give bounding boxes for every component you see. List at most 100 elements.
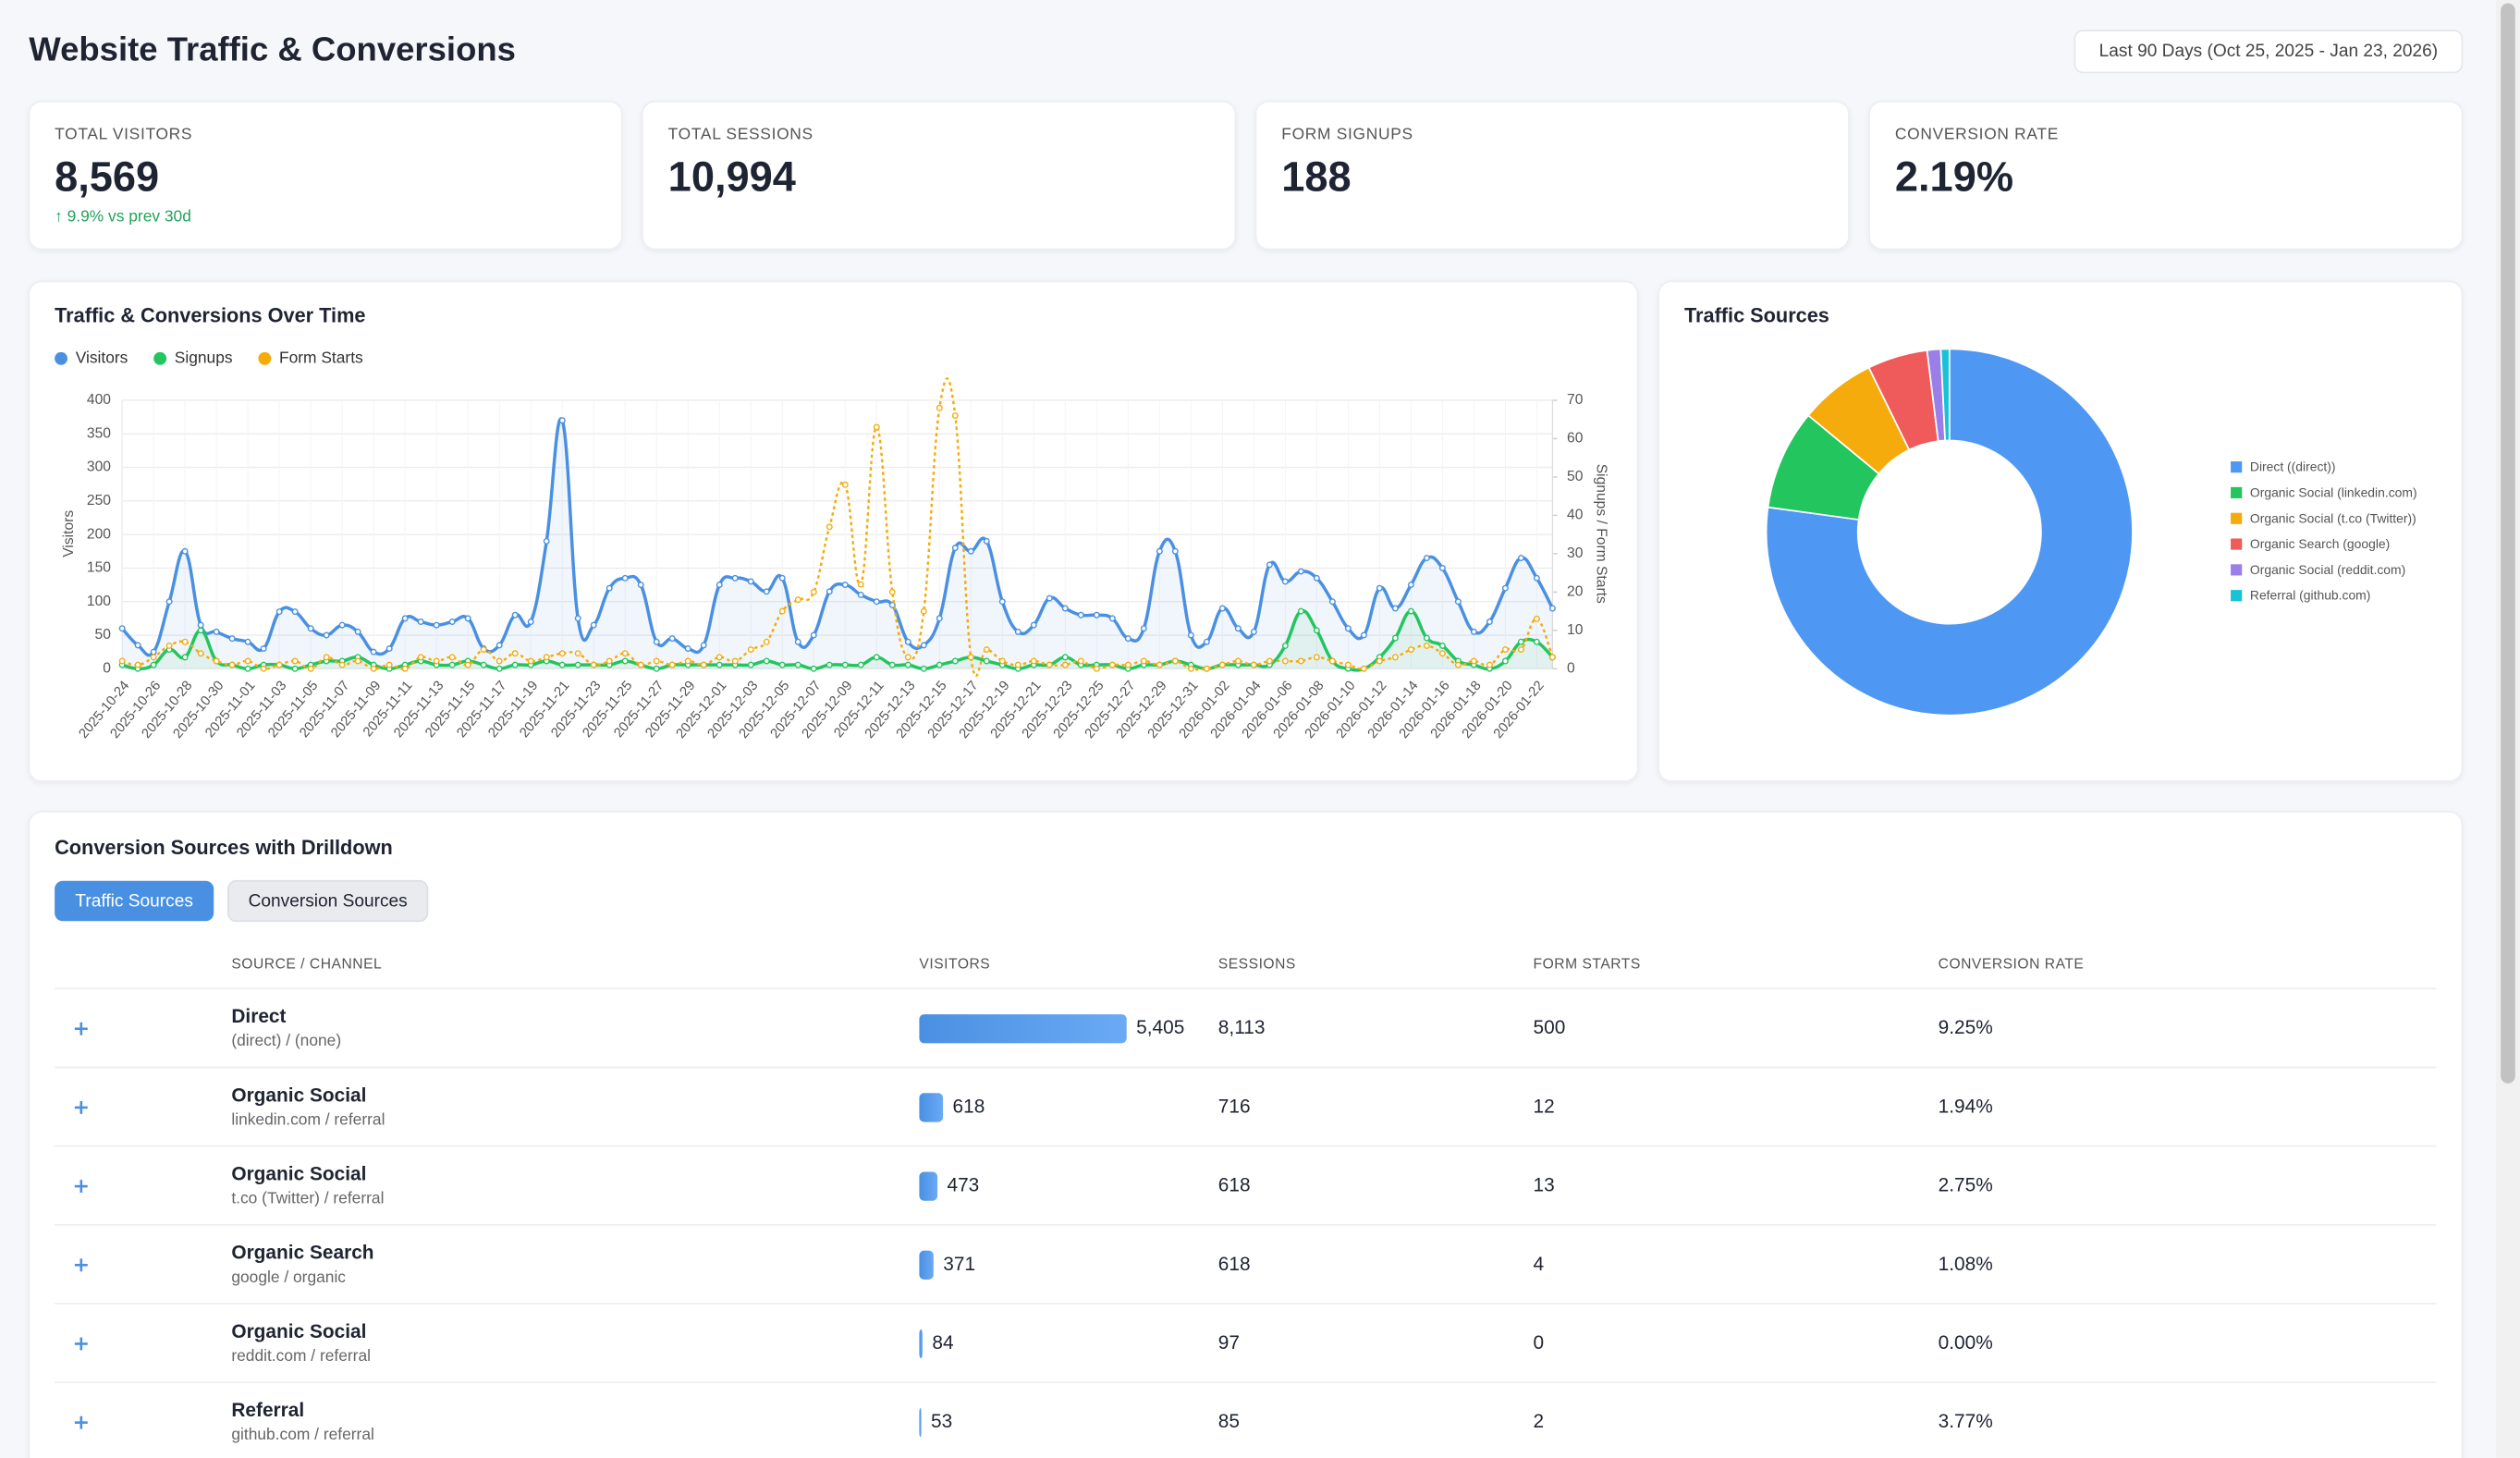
scrollbar-thumb[interactable]	[2501, 4, 2515, 1084]
legend-label[interactable]: Organic Search (google)	[2250, 536, 2390, 551]
data-point	[418, 655, 423, 660]
data-point	[1409, 647, 1414, 653]
legend-label[interactable]: Form Starts	[279, 348, 363, 366]
data-point	[638, 662, 643, 668]
data-point	[496, 667, 502, 672]
data-point	[1346, 626, 1352, 631]
data-point	[261, 646, 266, 652]
legend-label[interactable]: Organic Social (linkedin.com)	[2250, 484, 2417, 499]
legend-label[interactable]: Signups	[175, 348, 233, 366]
kpi-value: 10,994	[668, 153, 796, 201]
data-point	[1189, 667, 1194, 672]
chart-title: Traffic Sources	[1684, 303, 1829, 326]
source-name: Referral	[231, 1400, 304, 1421]
legend-label[interactable]: Visitors	[76, 348, 128, 366]
data-point	[512, 612, 518, 618]
table-title: Conversion Sources with Drilldown	[55, 836, 393, 859]
kpi-label: TOTAL SESSIONS	[668, 125, 813, 143]
data-point	[1393, 655, 1399, 660]
data-point	[214, 630, 219, 635]
data-point	[606, 585, 612, 591]
date-range[interactable]: Last 90 Days (Oct 25, 2025 - Jan 23, 202…	[2099, 42, 2438, 61]
kpi-label: CONVERSION RATE	[1895, 125, 2059, 143]
visitors-bar	[919, 1251, 933, 1280]
data-point	[449, 662, 455, 668]
data-point	[1283, 643, 1289, 649]
legend-label[interactable]: Organic Social (t.co (Twitter))	[2250, 510, 2416, 525]
source-name: Organic Search	[231, 1243, 373, 1264]
data-point	[1000, 599, 1006, 605]
data-point	[1315, 628, 1320, 633]
conversion-rate: 0.00%	[1939, 1332, 1993, 1354]
y2-tick-label: 0	[1567, 660, 1575, 676]
data-point	[1079, 658, 1084, 664]
y-tick-label: 300	[87, 459, 111, 475]
data-point	[449, 619, 455, 625]
tab-label[interactable]: Conversion Sources	[249, 891, 408, 911]
data-point	[214, 658, 219, 664]
sessions: 618	[1218, 1175, 1251, 1196]
data-point	[1142, 658, 1147, 664]
source-name: Organic Social	[231, 1084, 366, 1106]
data-point	[1063, 662, 1069, 668]
y-tick-label: 50	[95, 627, 112, 643]
kpi-label: TOTAL VISITORS	[55, 125, 192, 143]
data-point	[166, 599, 172, 605]
data-point	[1157, 662, 1163, 668]
data-point	[779, 662, 785, 668]
data-point	[1330, 658, 1336, 664]
data-point	[764, 639, 769, 644]
data-point	[292, 609, 298, 615]
data-point	[922, 608, 927, 614]
visitors-value: 473	[947, 1175, 979, 1196]
legend-swatch	[2231, 538, 2242, 549]
column-header: SOURCE / CHANNEL	[231, 956, 382, 972]
tab-label[interactable]: Traffic Sources	[75, 891, 192, 911]
data-point	[795, 639, 801, 644]
data-point	[575, 651, 581, 656]
data-point	[858, 593, 863, 598]
data-point	[985, 539, 990, 545]
data-point	[953, 413, 959, 419]
data-point	[1236, 658, 1242, 664]
data-point	[748, 662, 753, 668]
y2-axis-label: Signups / Form Starts	[1593, 464, 1609, 604]
data-point	[826, 524, 832, 530]
data-point	[1283, 658, 1289, 664]
source-detail: google / organic	[231, 1268, 346, 1286]
data-point	[842, 582, 848, 588]
data-point	[1519, 556, 1524, 561]
legend-label[interactable]: Direct ((direct))	[2250, 459, 2336, 474]
conversion-rate: 1.08%	[1939, 1254, 1993, 1275]
data-point	[701, 643, 706, 648]
visitors-value: 5,405	[1136, 1017, 1184, 1038]
data-point	[151, 649, 156, 655]
visitors-bar	[919, 1329, 922, 1358]
data-point	[1425, 635, 1430, 641]
data-point	[166, 643, 172, 649]
data-point	[1063, 655, 1069, 660]
data-point	[889, 662, 895, 668]
data-point	[1409, 582, 1414, 588]
data-point	[1220, 606, 1226, 611]
data-point	[591, 662, 596, 668]
data-point	[1535, 639, 1540, 644]
data-point	[685, 658, 691, 664]
data-point	[1472, 630, 1477, 635]
data-point	[716, 582, 722, 588]
data-point	[182, 639, 188, 644]
legend-label[interactable]: Organic Social (reddit.com)	[2250, 562, 2405, 577]
data-point	[638, 582, 643, 588]
legend-label[interactable]: Referral (github.com)	[2250, 588, 2370, 603]
data-point	[1252, 630, 1257, 635]
data-point	[1519, 639, 1524, 644]
data-point	[386, 662, 392, 668]
data-point	[292, 658, 298, 664]
data-point	[1456, 599, 1462, 605]
visitors-bar	[919, 1014, 1126, 1043]
data-point	[229, 636, 235, 642]
data-point	[1472, 658, 1477, 664]
data-point	[874, 424, 879, 430]
data-point	[182, 549, 188, 555]
data-point	[1487, 619, 1493, 625]
